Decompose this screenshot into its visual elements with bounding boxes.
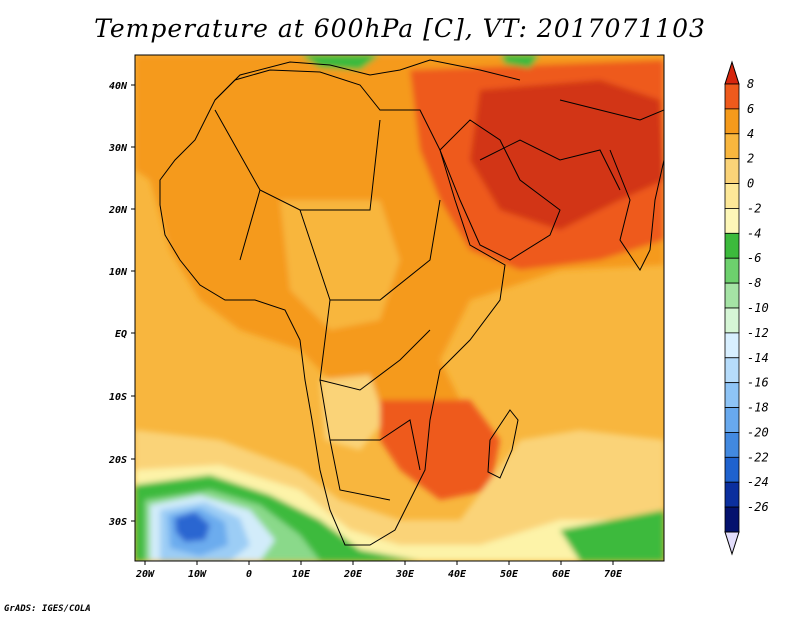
- field-green-east: [560, 510, 664, 561]
- lon-label: 20W: [135, 569, 155, 580]
- lat-label: EQ: [115, 329, 127, 340]
- africa-coastline: [159, 69, 506, 546]
- colorbar-label: -12: [747, 326, 769, 340]
- colorbar-box: [724, 282, 740, 309]
- field-red-east-africa: [380, 400, 500, 500]
- colorbar-box: [724, 208, 740, 234]
- lon-label: 70E: [604, 569, 623, 580]
- axis-ticks: [131, 84, 614, 565]
- lat-label: 20N: [108, 205, 128, 216]
- map-frame: [134, 54, 665, 562]
- border-6: [559, 99, 664, 121]
- lon-label: 50E: [500, 569, 519, 580]
- colorbar-label: 2: [747, 152, 754, 166]
- colorbar-box: [724, 183, 740, 209]
- colorbar-label: -4: [747, 226, 761, 240]
- colorbar-box: [724, 456, 740, 483]
- lat-label: 20S: [108, 455, 127, 466]
- lat-label: 10S: [109, 392, 127, 403]
- colorbar-box: [724, 357, 740, 384]
- colorbar-box: [724, 133, 740, 160]
- colorbar-label: -2: [747, 201, 761, 215]
- colorbar-box: [724, 232, 740, 259]
- field-dark-blue: [175, 512, 210, 542]
- lon-label: 10W: [188, 569, 207, 580]
- mediterranean-coast: [214, 59, 521, 101]
- lat-label: 40N: [109, 81, 128, 92]
- arabia-coastline: [439, 119, 561, 261]
- colorbar-label: 4: [747, 127, 754, 141]
- coastlines: [159, 59, 664, 546]
- india-coast: [609, 149, 664, 271]
- colorbar-bottom-triangle: [724, 531, 740, 556]
- lat-label: 30N: [108, 143, 128, 154]
- lon-labels: 20W 10W 0 10E 20E 30E 40E 50E 60E 70E: [135, 569, 623, 580]
- lon-label: 0: [246, 569, 252, 580]
- border-4: [319, 379, 421, 501]
- colorbar-label: -24: [747, 475, 769, 489]
- field-green-north: [300, 55, 380, 70]
- field-deep-red: [470, 80, 664, 230]
- field-pale-angola: [320, 375, 385, 450]
- colorbar-label: -10: [747, 301, 769, 315]
- border-3: [319, 299, 431, 391]
- colorbar: 8 6 4 2 0 -2 -4 -6 -8 -10 -12 -14 -16 -18 -20 -22 -24 -26: [724, 60, 769, 556]
- colorbar-box: [724, 407, 740, 433]
- colorbar-box: [724, 83, 740, 110]
- colorbar-box: [724, 382, 740, 408]
- field-light-central: [280, 200, 400, 330]
- credit-text: GrADS: IGES/COLA: [4, 604, 91, 614]
- colorbar-top-triangle: [724, 60, 740, 85]
- colorbar-label: -8: [747, 276, 761, 290]
- temperature-field: [135, 55, 664, 561]
- colorbar-box: [724, 108, 740, 135]
- colorbar-label: -16: [747, 376, 769, 390]
- colorbar-box: [724, 332, 740, 359]
- lon-label: 40E: [448, 569, 467, 580]
- border-5: [479, 139, 621, 191]
- colorbar-label: -20: [747, 425, 769, 439]
- colorbar-label: -26: [747, 500, 769, 514]
- lon-label: 30E: [395, 569, 415, 580]
- madagascar-coastline: [487, 409, 519, 479]
- colorbar-label: 8: [747, 77, 754, 91]
- lon-label: 60E: [552, 569, 571, 580]
- field-green-north2: [500, 55, 540, 68]
- lon-label: 10E: [292, 569, 311, 580]
- lat-label: 30S: [108, 517, 127, 528]
- colorbar-label: 0: [747, 177, 754, 191]
- colorbar-box: [724, 307, 740, 334]
- colorbar-box: [724, 506, 740, 533]
- colorbar-label: -6: [747, 251, 761, 265]
- border-2: [239, 189, 441, 301]
- lon-label: 20E: [343, 569, 363, 580]
- colorbar-box: [724, 481, 740, 508]
- lat-label: 10N: [109, 267, 128, 278]
- colorbar-label: -22: [747, 450, 769, 464]
- chart-title: Temperature at 600hPa [C], VT: 201707110…: [94, 14, 706, 43]
- colorbar-box: [724, 257, 740, 284]
- colorbar-label: 6: [747, 102, 754, 116]
- colorbar-box: [724, 158, 740, 184]
- colorbar-label: -14: [747, 351, 769, 365]
- colorbar-label: -18: [747, 401, 769, 415]
- lat-labels: 40N 30N 20N 10N EQ 10S 20S 30S: [108, 81, 128, 528]
- colorbar-box: [724, 432, 740, 458]
